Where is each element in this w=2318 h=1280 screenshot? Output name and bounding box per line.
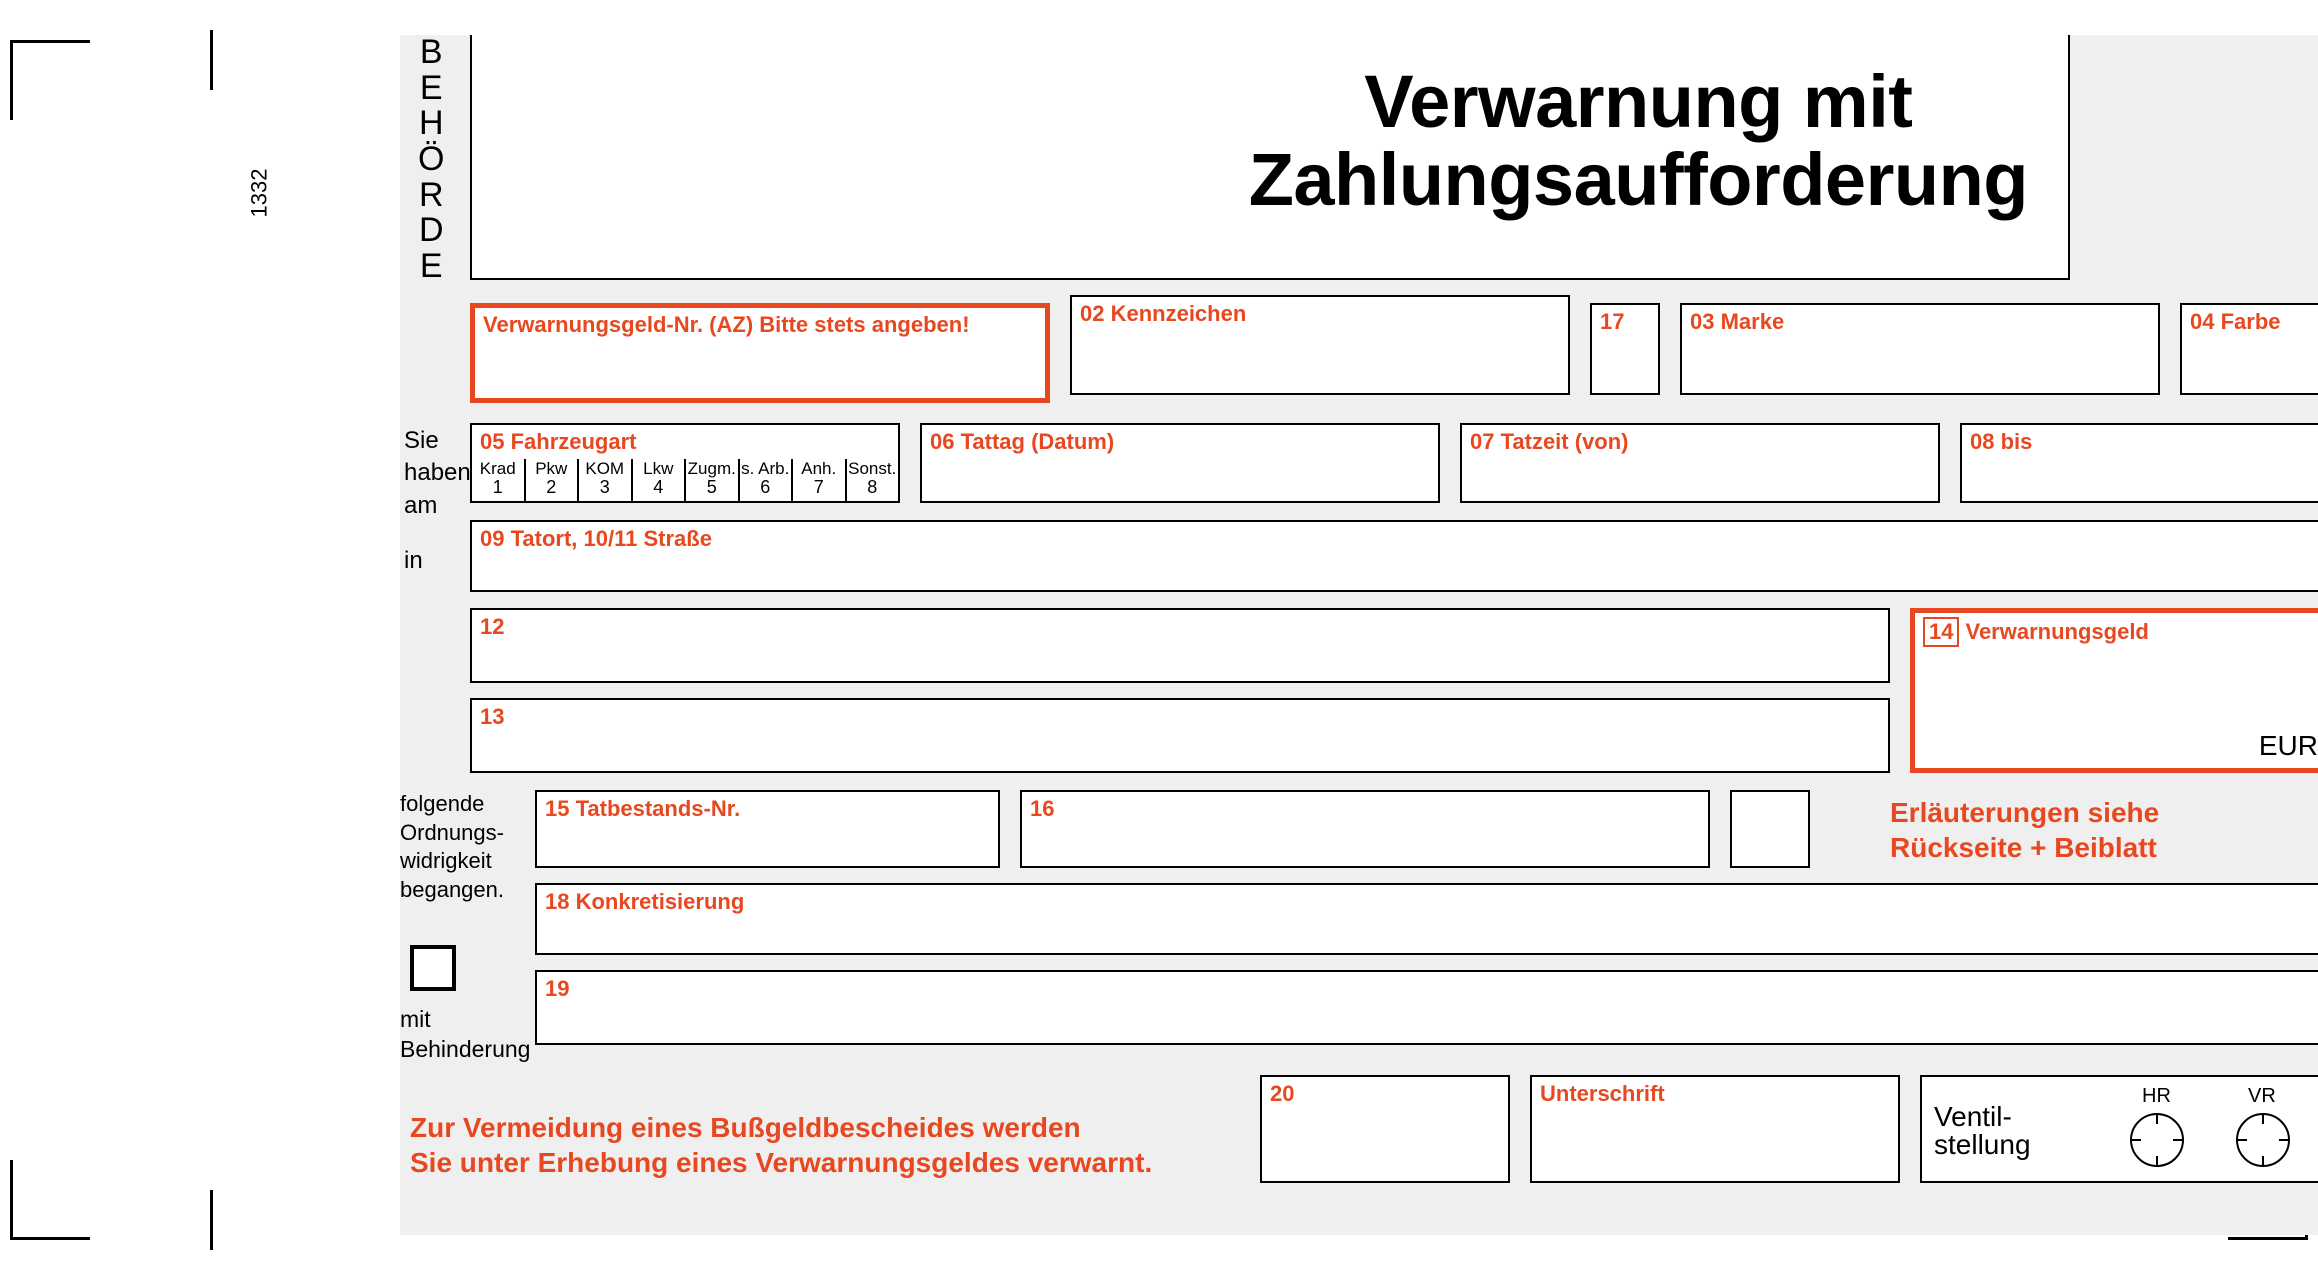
lead-in: in	[404, 545, 423, 576]
field-20[interactable]: 20	[1260, 1075, 1510, 1183]
label-06: 06 Tattag (Datum)	[930, 429, 1114, 455]
fahrzeugart-cell: Krad1	[472, 459, 524, 501]
label-05: 05 Fahrzeugart	[480, 429, 637, 455]
field-03-marke[interactable]: 03 Marke	[1680, 303, 2160, 395]
vr-label: VR	[2248, 1085, 2276, 1108]
fahrzeugart-cell: Sonst.8	[845, 459, 899, 501]
field-az[interactable]: Verwarnungsgeld-Nr. (AZ) Bitte stets ang…	[470, 303, 1050, 403]
title-box: Verwarnung mit Zahlungsaufforderung	[470, 35, 2070, 280]
tick-mark	[210, 30, 213, 90]
fahrzeugart-cell: s. Arb.6	[738, 459, 792, 501]
hr-label: HR	[2142, 1085, 2171, 1108]
field-07-tatzeit[interactable]: 07 Tatzeit (von)	[1460, 423, 1940, 503]
dial-vr-icon	[2236, 1113, 2290, 1167]
title-l1: Verwarnung mit	[1249, 63, 2028, 141]
field-08-bis[interactable]: 08 bis	[1960, 423, 2318, 503]
label-04: 04 Farbe	[2190, 309, 2281, 335]
label-16: 16	[1030, 796, 1054, 822]
field-04-farbe[interactable]: 04 Farbe	[2180, 303, 2318, 395]
label-08: 08 bis	[1970, 429, 2032, 455]
field-14-verwarnungsgeld[interactable]: 14Verwarnungsgeld EUR	[1910, 608, 2318, 773]
fahrzeugart-cell: Pkw2	[524, 459, 578, 501]
form-title: Verwarnung mit Zahlungsaufforderung	[1249, 63, 2028, 218]
field-17[interactable]: 17	[1590, 303, 1660, 395]
behoerde-label: BEHÖRDE	[418, 35, 446, 285]
field-13[interactable]: 13	[470, 698, 1890, 773]
footer-note: Zur Vermeidung eines Bußgeldbescheides w…	[410, 1110, 1152, 1180]
ventil-label: Ventil- stellung	[1934, 1103, 2031, 1159]
label-17: 17	[1600, 309, 1624, 335]
label-14: 14Verwarnungsgeld	[1923, 617, 2149, 647]
field-05-fahrzeugart[interactable]: 05 Fahrzeugart Krad1Pkw2KOM3Lkw4Zugm.5s.…	[470, 423, 900, 503]
eur-label: EUR	[2259, 730, 2318, 762]
label-az: Verwarnungsgeld-Nr. (AZ) Bitte stets ang…	[483, 312, 970, 338]
field-19[interactable]: 19	[535, 970, 2318, 1045]
field-12[interactable]: 12	[470, 608, 1890, 683]
field-02-kennzeichen[interactable]: 02 Kennzeichen	[1070, 295, 1570, 395]
field-15-tatbestand[interactable]: 15 Tatbestands-Nr.	[535, 790, 1000, 868]
label-18: 18 Konkretisierung	[545, 889, 744, 915]
form-panel: BEHÖRDE Verwarnung mit Zahlungsaufforder…	[400, 35, 2318, 1235]
field-small-box[interactable]	[1730, 790, 1810, 868]
label-07: 07 Tatzeit (von)	[1470, 429, 1629, 455]
field-unterschrift[interactable]: Unterschrift	[1530, 1075, 1900, 1183]
field-09-tatort[interactable]: 09 Tatort, 10/11 Straße	[470, 520, 2318, 592]
fahrzeugart-cell: Zugm.5	[684, 459, 738, 501]
label-20: 20	[1270, 1081, 1294, 1107]
field-ventilstellung[interactable]: Ventil- stellung HR VR	[1920, 1075, 2318, 1183]
label-15: 15 Tatbestands-Nr.	[545, 796, 740, 822]
label-19: 19	[545, 976, 569, 1002]
fahrzeugart-row: Krad1Pkw2KOM3Lkw4Zugm.5s. Arb.6Anh.7Sons…	[472, 459, 898, 501]
crop-mark	[10, 40, 90, 120]
page: Fachverlag Jüngling-gbb · Bestell-Nr. 80…	[0, 0, 2318, 1280]
tick-mark	[210, 1190, 213, 1250]
label-03: 03 Marke	[1690, 309, 1784, 335]
fahrzeugart-cell: Lkw4	[631, 459, 685, 501]
fahrzeugart-cell: KOM3	[577, 459, 631, 501]
label-09: 09 Tatort, 10/11 Straße	[480, 526, 712, 552]
title-l2: Zahlungsaufforderung	[1249, 141, 2028, 219]
lead-mit-behinderung: mit Behinderung	[400, 1005, 530, 1065]
label-02: 02 Kennzeichen	[1080, 301, 1246, 327]
label-unterschrift: Unterschrift	[1540, 1081, 1665, 1107]
field-06-tattag[interactable]: 06 Tattag (Datum)	[920, 423, 1440, 503]
crop-mark	[10, 1160, 90, 1240]
fahrzeugart-cell: Anh.7	[791, 459, 845, 501]
page-code: 1332	[246, 169, 272, 218]
note-rueckseite: Erläuterungen siehe Rückseite + Beiblatt	[1890, 795, 2159, 865]
label-12: 12	[480, 614, 504, 640]
checkbox-behinderung[interactable]	[410, 945, 456, 991]
lead-sie-haben-am: Sie haben am	[400, 425, 468, 522]
label-14-num: 14	[1923, 617, 1959, 647]
field-18-konkretisierung[interactable]: 18 Konkretisierung	[535, 883, 2318, 955]
dial-hr-icon	[2130, 1113, 2184, 1167]
field-16[interactable]: 16	[1020, 790, 1710, 868]
label-13: 13	[480, 704, 504, 730]
lead-folgende: folgende Ordnungs- widrigkeit begangen.	[400, 790, 530, 904]
